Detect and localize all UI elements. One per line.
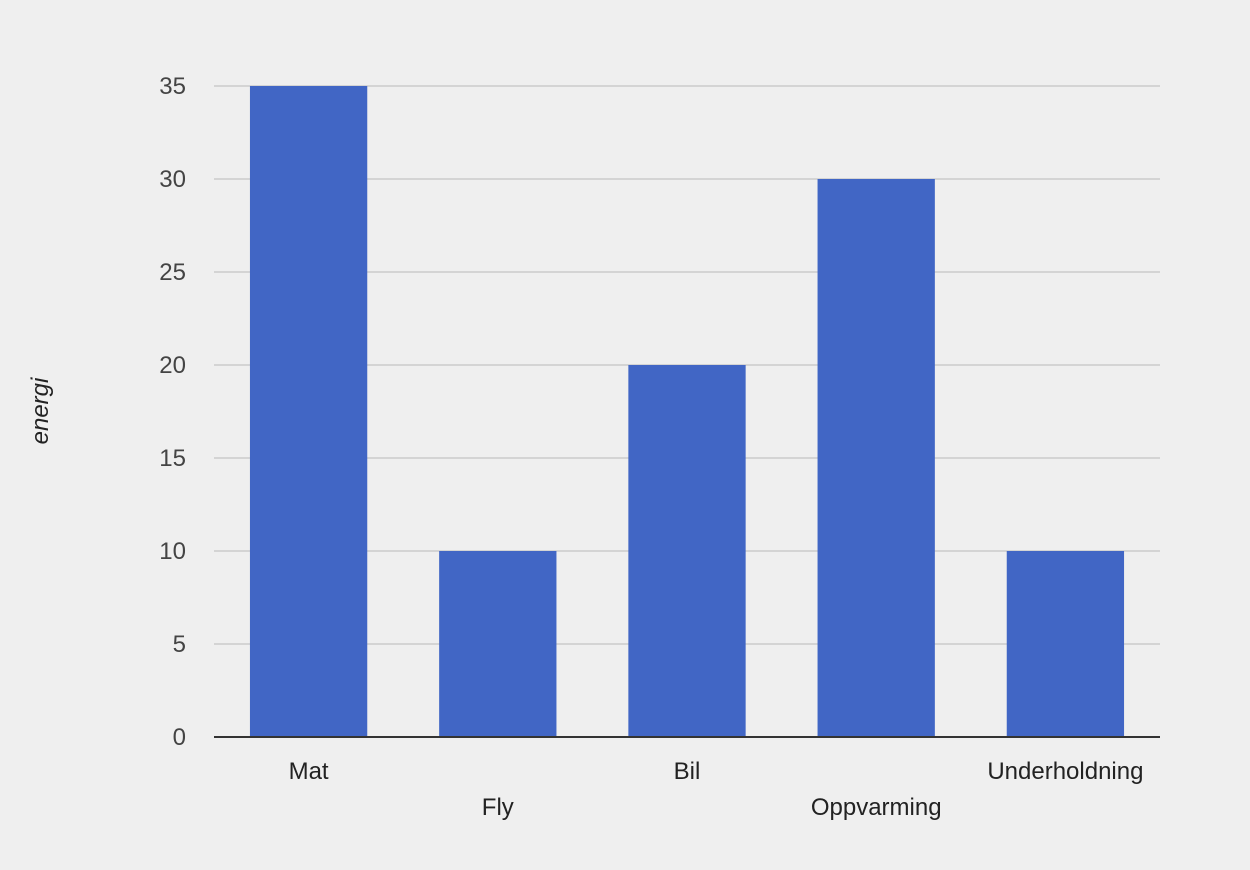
x-tick-label: Fly xyxy=(482,794,514,821)
x-tick-label: Mat xyxy=(289,758,329,785)
y-tick-label: 10 xyxy=(159,538,186,565)
bar-oppvarming xyxy=(817,179,935,737)
x-tick-label: Underholdning xyxy=(987,758,1143,785)
y-tick-label: 0 xyxy=(173,724,186,751)
bar-bil xyxy=(628,365,746,737)
y-tick-label: 20 xyxy=(159,352,186,379)
bar-fly xyxy=(439,551,557,737)
bar-underholdning xyxy=(1006,551,1125,737)
y-tick-label: 25 xyxy=(159,259,186,286)
bar-mat xyxy=(249,86,368,737)
x-tick-label: Bil xyxy=(674,758,701,785)
y-tick-label: 35 xyxy=(159,73,186,100)
x-axis-labels: Mat Fly Bil Oppvarming Underholdning xyxy=(289,758,1144,821)
y-tick-label: 5 xyxy=(173,631,186,658)
y-axis-ticks: 0 5 10 15 20 25 30 35 xyxy=(159,73,186,751)
bars xyxy=(249,86,1125,737)
y-tick-label: 15 xyxy=(159,445,186,472)
y-axis-title: energi xyxy=(27,377,54,444)
y-tick-label: 30 xyxy=(159,166,186,193)
x-tick-label: Oppvarming xyxy=(811,794,942,821)
